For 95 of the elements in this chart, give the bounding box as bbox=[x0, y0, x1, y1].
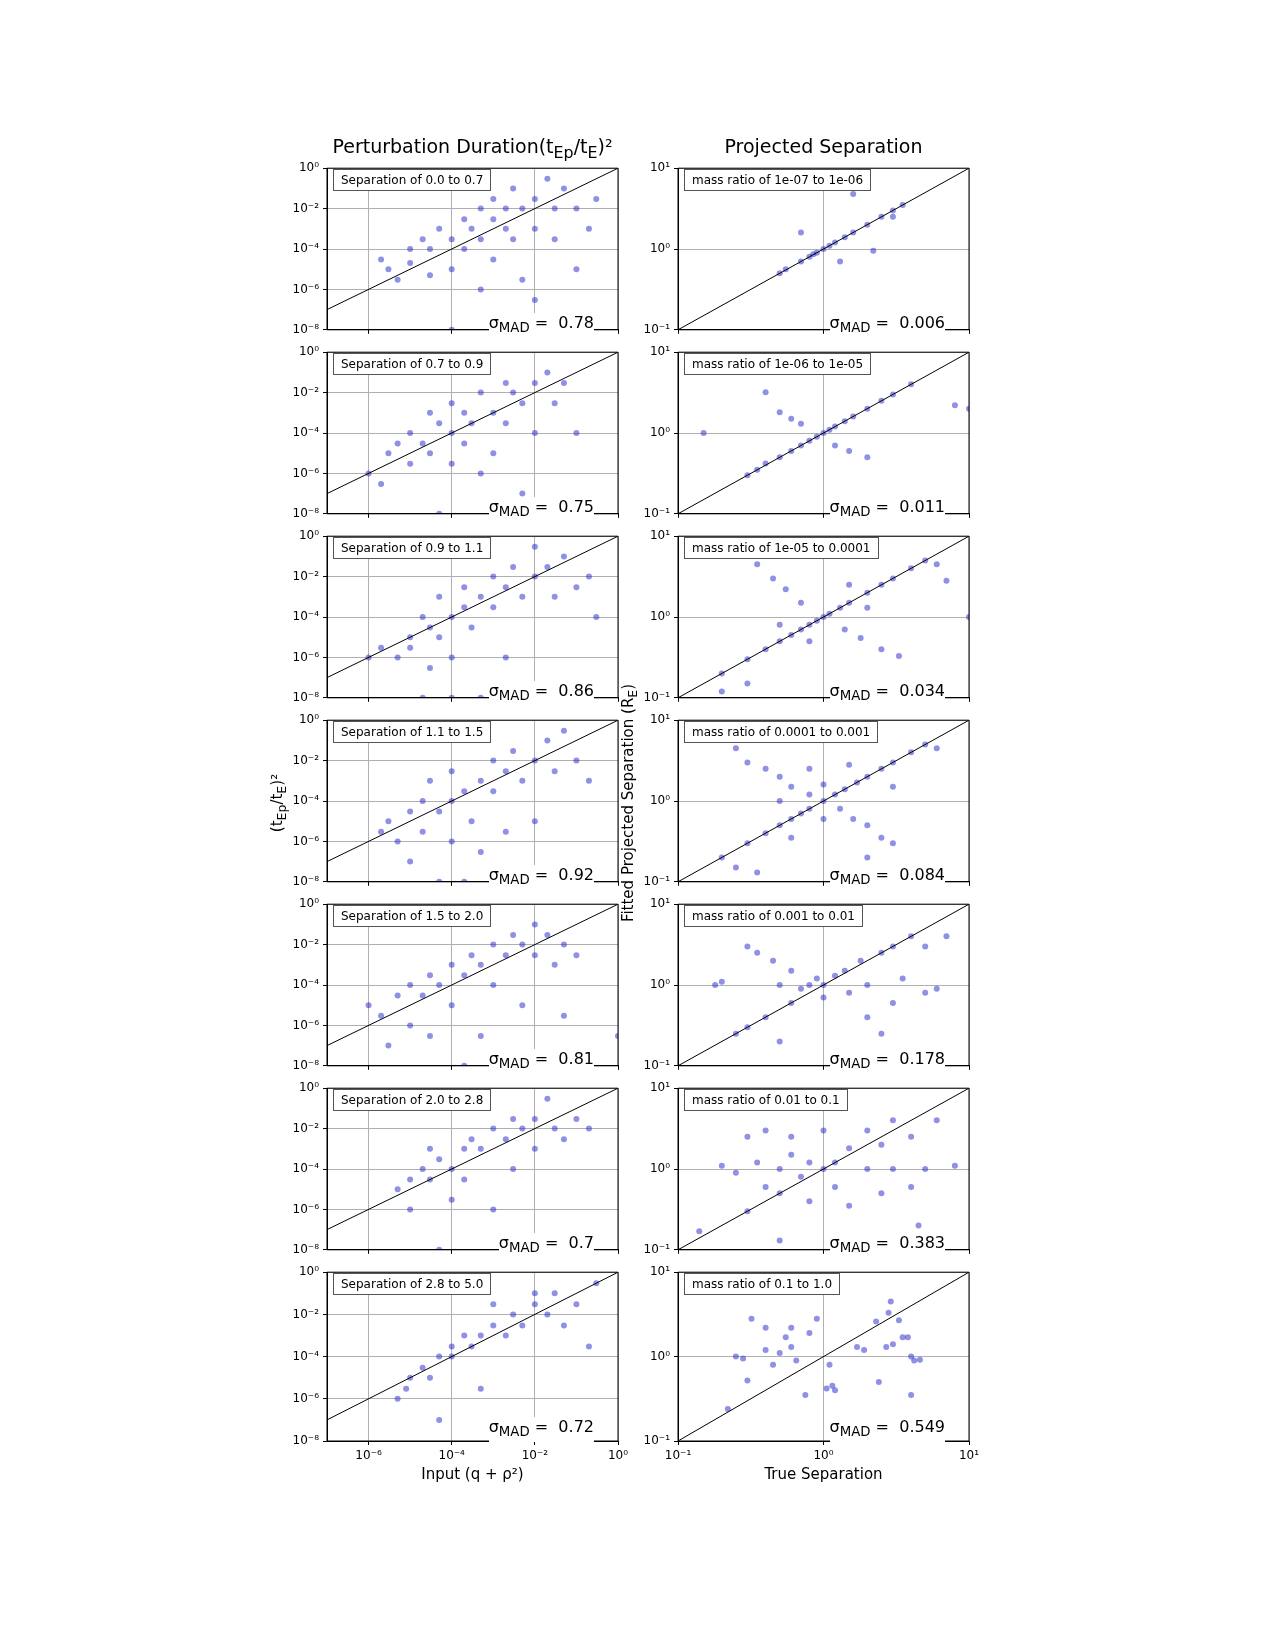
y-tick-label: 10⁻⁸ bbox=[292, 689, 320, 704]
annotation: σ$_{MAD}$ = 0.72 bbox=[488, 1417, 594, 1443]
y-tick-label: 10⁻² bbox=[292, 568, 320, 583]
y-tick-label: 10¹ bbox=[649, 1264, 671, 1279]
y-tick-label: 10⁻⁴ bbox=[292, 1348, 320, 1363]
x-tick-label: 10⁰ bbox=[813, 1448, 834, 1463]
y-tick-label: 10⁻² bbox=[292, 200, 320, 215]
y-tick-label: 10⁻² bbox=[292, 1120, 320, 1135]
annotation: Separation of 2.0 to 2.8 bbox=[333, 1089, 492, 1111]
annotation: mass ratio of 1e-05 to 0.0001 bbox=[684, 537, 879, 559]
annotation: Separation of 0.0 to 0.7 bbox=[333, 169, 492, 191]
x-tick-label: 10⁻⁴ bbox=[438, 1448, 466, 1463]
y-tick-label: 10⁰ bbox=[649, 793, 671, 808]
annotation: σ$_{MAD}$ = 0.383 bbox=[829, 1233, 945, 1259]
y-tick-label: 10⁻⁶ bbox=[292, 833, 320, 848]
x-axis-title: Input (q + ρ²) bbox=[420, 1465, 525, 1483]
annotation: σ$_{MAD}$ = 0.084 bbox=[829, 865, 945, 891]
y-tick-label: 10⁰ bbox=[298, 344, 320, 359]
y-tick-label: 10⁰ bbox=[298, 528, 320, 543]
y-tick-label: 10⁻¹ bbox=[643, 1241, 671, 1256]
y-tick-label: 10⁻¹ bbox=[643, 689, 671, 704]
y-tick-label: 10⁰ bbox=[298, 1264, 320, 1279]
y-tick-label: 10¹ bbox=[649, 712, 671, 727]
annotation: σ$_{MAD}$ = 0.78 bbox=[488, 313, 594, 339]
y-tick-label: 10⁻⁴ bbox=[292, 977, 320, 992]
y-tick-label: 10⁻⁴ bbox=[292, 793, 320, 808]
x-tick-label: 10⁻⁶ bbox=[355, 1448, 382, 1463]
y-tick-label: 10¹ bbox=[649, 160, 671, 175]
annotation: mass ratio of 1e-07 to 1e-06 bbox=[684, 169, 872, 191]
y-tick-label: 10⁻⁶ bbox=[292, 281, 320, 296]
y-tick-label: 10⁻⁸ bbox=[292, 1057, 320, 1072]
y-tick-label: 10¹ bbox=[649, 896, 671, 911]
y-tick-label: 10⁰ bbox=[649, 1161, 671, 1176]
annotation: Separation of 1.5 to 2.0 bbox=[333, 905, 492, 927]
y-tick-label: 10⁻⁶ bbox=[292, 465, 320, 480]
annotation: σ$_{MAD}$ = 0.92 bbox=[488, 865, 594, 891]
y-tick-label: 10⁰ bbox=[298, 160, 320, 175]
y-tick-label: 10⁻² bbox=[292, 936, 320, 951]
y-tick-label: 10⁰ bbox=[298, 1080, 320, 1095]
y-tick-label: 10⁻⁶ bbox=[292, 649, 320, 664]
y-tick-label: 10⁻⁸ bbox=[292, 1241, 320, 1256]
y-tick-label: 10⁻¹ bbox=[643, 1433, 671, 1448]
y-tick-label: 10⁻⁸ bbox=[292, 321, 320, 336]
x-tick-label: 10⁰ bbox=[607, 1448, 629, 1463]
y-tick-label: 10⁻¹ bbox=[643, 321, 671, 336]
annotation: mass ratio of 0.1 to 1.0 bbox=[684, 1273, 841, 1295]
y-tick-label: 10⁻⁶ bbox=[292, 1201, 320, 1216]
y-tick-label: 10⁰ bbox=[649, 609, 671, 624]
x-tick-label: 10⁻¹ bbox=[664, 1448, 692, 1463]
y-tick-label: 10⁻¹ bbox=[643, 505, 671, 520]
x-tick-label: 10⁻² bbox=[521, 1448, 549, 1463]
y-tick-label: 10⁻⁴ bbox=[292, 1161, 320, 1176]
chart-title: Projected Separation bbox=[723, 135, 924, 157]
chart-title: Perturbation Duration(t$_{Ep}$/t$_{E}$)² bbox=[332, 135, 613, 162]
annotation: σ$_{MAD}$ = 0.86 bbox=[488, 681, 594, 707]
y-tick-label: 10¹ bbox=[649, 1080, 671, 1095]
annotation: Separation of 0.7 to 0.9 bbox=[333, 353, 492, 375]
annotation: σ$_{MAD}$ = 0.006 bbox=[829, 313, 945, 339]
y-tick-label: 10⁻⁴ bbox=[292, 609, 320, 624]
y-tick-label: 10⁻⁸ bbox=[292, 1433, 320, 1448]
annotation: σ$_{MAD}$ = 0.549 bbox=[829, 1417, 945, 1443]
y-tick-label: 10⁰ bbox=[298, 712, 320, 727]
y-tick-label: 10¹ bbox=[649, 528, 671, 543]
y-tick-label: 10⁰ bbox=[649, 1348, 671, 1363]
y-tick-label: 10⁻² bbox=[292, 752, 320, 767]
x-tick-label: 10¹ bbox=[958, 1448, 980, 1463]
annotation: Separation of 0.9 to 1.1 bbox=[333, 537, 492, 559]
y-tick-label: 10⁻⁴ bbox=[292, 241, 320, 256]
y-tick-label: 10¹ bbox=[649, 344, 671, 359]
y-tick-label: 10⁰ bbox=[649, 977, 671, 992]
y-tick-label: 10⁻⁴ bbox=[292, 425, 320, 440]
annotation: σ$_{MAD}$ = 0.81 bbox=[488, 1049, 594, 1075]
y-tick-label: 10⁰ bbox=[649, 241, 671, 256]
annotation: mass ratio of 0.0001 to 0.001 bbox=[684, 721, 879, 743]
y-tick-label: 10⁰ bbox=[298, 896, 320, 911]
y-tick-label: 10⁻² bbox=[292, 384, 320, 399]
x-axis-title: True Separation bbox=[763, 1465, 884, 1483]
annotation: mass ratio of 0.001 to 0.01 bbox=[684, 905, 863, 927]
y-tick-label: 10⁰ bbox=[649, 425, 671, 440]
y-tick-label: 10⁻⁸ bbox=[292, 505, 320, 520]
annotation: σ$_{MAD}$ = 0.011 bbox=[829, 497, 945, 523]
y-tick-label: 10⁻⁸ bbox=[292, 873, 320, 888]
annotation: Separation of 1.1 to 1.5 bbox=[333, 721, 492, 743]
annotation: σ$_{MAD}$ = 0.034 bbox=[829, 681, 945, 707]
y-tick-label: 10⁻⁶ bbox=[292, 1390, 320, 1405]
annotation: mass ratio of 0.01 to 0.1 bbox=[684, 1089, 848, 1111]
annotation: σ$_{MAD}$ = 0.75 bbox=[488, 497, 594, 523]
annotation: σ$_{MAD}$ = 0.7 bbox=[498, 1233, 594, 1259]
annotation: σ$_{MAD}$ = 0.178 bbox=[829, 1049, 945, 1075]
annotation: Separation of 2.8 to 5.0 bbox=[333, 1273, 492, 1295]
y-tick-label: 10⁻⁶ bbox=[292, 1017, 320, 1032]
annotation: mass ratio of 1e-06 to 1e-05 bbox=[684, 353, 872, 375]
y-tick-label: 10⁻¹ bbox=[643, 873, 671, 888]
y-tick-label: 10⁻² bbox=[292, 1306, 320, 1321]
y-tick-label: 10⁻¹ bbox=[643, 1057, 671, 1072]
